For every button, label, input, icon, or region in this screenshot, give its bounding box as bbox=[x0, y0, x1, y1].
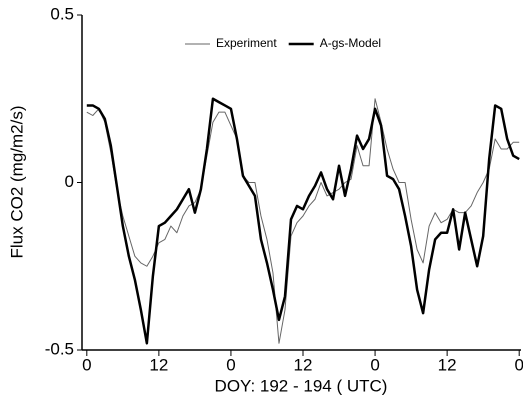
x-tick-label: 12 bbox=[294, 355, 313, 374]
x-tick-label: 0 bbox=[82, 355, 91, 374]
y-axis-title: Flux CO2 (mg/m2/s) bbox=[7, 105, 26, 258]
series-line bbox=[86, 97, 520, 345]
x-tick-label: 0 bbox=[370, 355, 379, 374]
y-tick-label: 0 bbox=[65, 172, 74, 191]
x-tick-label: 12 bbox=[149, 355, 168, 374]
y-tick-label: -0.5 bbox=[45, 339, 74, 358]
x-tick-label: 0 bbox=[514, 355, 523, 374]
x-axis-title: DOY: 192 - 194 ( UTC) bbox=[215, 376, 388, 395]
series-line bbox=[86, 98, 520, 344]
x-tick-label: 0 bbox=[226, 355, 235, 374]
x-tick-label: 12 bbox=[438, 355, 457, 374]
y-tick-label: 0.5 bbox=[50, 4, 74, 23]
legend-label: A-gs-Model bbox=[320, 36, 381, 50]
legend-label: Experiment bbox=[216, 36, 277, 50]
